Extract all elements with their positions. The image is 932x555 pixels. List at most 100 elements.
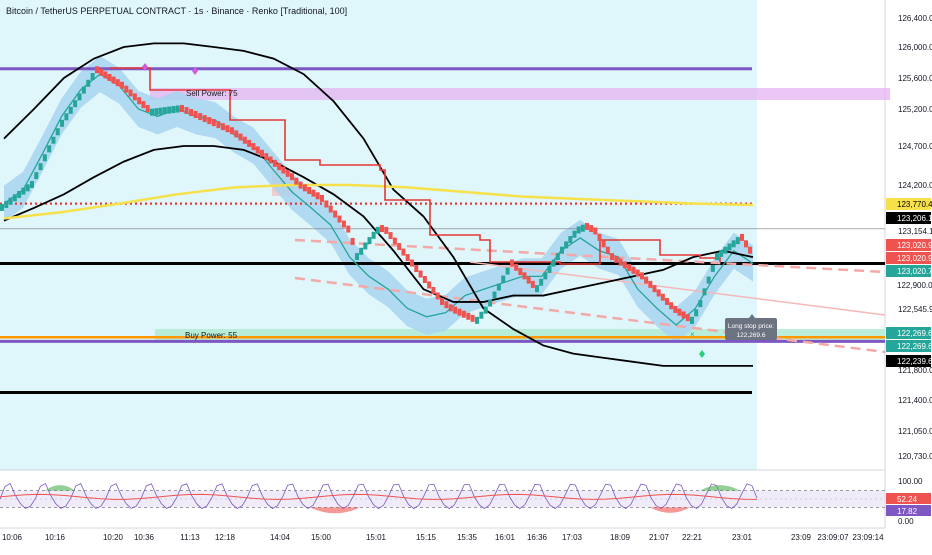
price-badge-bg-4 (886, 265, 931, 277)
trend-channel-upper (294, 238, 886, 274)
renko-brick-36 (154, 108, 159, 116)
osc-label-0: 100.00 (898, 477, 923, 486)
renko-brick-132 (568, 236, 573, 244)
renko-brick-22 (95, 66, 99, 74)
renko-brick-164 (702, 288, 707, 296)
renko-brick-9 (38, 163, 43, 171)
renko-brick-40 (171, 106, 176, 114)
renko-brick-149 (640, 272, 644, 280)
renko-brick-89 (384, 226, 389, 234)
x-tick-label-15: 21:07 (649, 533, 670, 542)
y-tick-label-1: 126,000.0 (898, 43, 932, 52)
osc-label-2: 17.82 (897, 507, 918, 516)
y-tick-label-11: 120,730.0 (898, 452, 932, 461)
renko-brick-150 (644, 276, 649, 284)
long-stop-value: 122,269.6 (737, 332, 766, 339)
renko-brick-173 (740, 233, 744, 241)
trend-channel-lower (294, 276, 886, 354)
renko-brick-52 (225, 125, 230, 133)
renko-brick-144 (618, 258, 623, 266)
renko-brick-37 (158, 107, 163, 115)
chart-title: Bitcoin / TetherUS PERPETUAL CONTRACT · … (6, 6, 348, 16)
sell-power-zone (150, 88, 890, 100)
renko-brick-32 (137, 97, 142, 105)
renko-brick-43 (184, 107, 189, 115)
renko-brick-31 (132, 93, 137, 101)
renko-brick-124 (535, 285, 539, 293)
renko-brick-125 (539, 278, 544, 286)
price-badge-bg-5 (886, 279, 931, 291)
renko-brick-126 (543, 272, 548, 280)
renko-brick-50 (216, 121, 221, 129)
y-tick-label-0: 126,400.0 (898, 14, 932, 23)
x-tick-label-20: 23:09:14 (852, 533, 884, 542)
renko-brick-59 (255, 146, 260, 154)
renko-brick-135 (580, 224, 585, 232)
sell-power-label: Sell Power: 75 (186, 89, 238, 98)
renko-brick-0 (0, 203, 4, 211)
renko-brick-67 (290, 173, 294, 181)
x-tick-label-3: 10:36 (134, 533, 155, 542)
renko-brick-123 (530, 280, 535, 288)
renko-brick-80 (346, 225, 351, 233)
renko-brick-113 (488, 299, 493, 307)
renko-brick-148 (635, 269, 640, 277)
renko-brick-116 (501, 275, 506, 283)
renko-brick-7 (30, 181, 34, 188)
renko-brick-17 (73, 100, 78, 108)
x-tick-label-5: 12:18 (215, 533, 236, 542)
renko-brick-68 (294, 177, 299, 185)
renko-brick-130 (560, 246, 564, 254)
osc-overbought-fill-2 (700, 485, 740, 491)
renko-brick-82 (355, 253, 359, 261)
renko-brick-85 (367, 237, 372, 245)
renko-brick-78 (337, 215, 342, 223)
renko-brick-48 (207, 117, 212, 125)
renko-brick-72 (311, 189, 316, 197)
y-tick-label-9: 121,400.0 (898, 396, 932, 405)
renko-brick-112 (483, 306, 488, 314)
renko-brick-38 (162, 107, 167, 115)
renko-brick-83 (359, 247, 364, 255)
renko-brick-117 (505, 267, 510, 275)
renko-brick-136 (585, 222, 589, 230)
renko-brick-63 (272, 159, 277, 167)
renko-brick-171 (731, 240, 736, 248)
renko-brick-156 (669, 302, 674, 310)
renko-brick-26 (111, 76, 116, 84)
y-tick-label-8: 121,800.0 (898, 366, 932, 375)
renko-brick-129 (555, 253, 560, 261)
renko-brick-147 (631, 266, 636, 274)
renko-brick-145 (622, 261, 627, 269)
renko-brick-39 (167, 106, 172, 114)
y-tick-label-4: 124,700.0 (898, 142, 932, 151)
price-badge-bg-3 (886, 252, 931, 264)
x-tick-label-19: 23:09:07 (817, 533, 849, 542)
renko-brick-137 (589, 225, 594, 233)
renko-brick-11 (47, 145, 52, 153)
renko-brick-109 (470, 314, 475, 322)
renko-brick-23 (99, 68, 104, 76)
diamond-marker-3 (699, 350, 705, 358)
renko-brick-91 (392, 237, 397, 245)
renko-brick-96 (414, 265, 419, 273)
renko-brick-29 (124, 85, 129, 93)
renko-brick-75 (324, 200, 329, 208)
long-stop-tooltip (725, 318, 777, 340)
volatility-band (4, 56, 753, 343)
renko-brick-24 (103, 71, 108, 79)
x-tick-label-12: 16:36 (527, 533, 548, 542)
renko-brick-127 (547, 265, 552, 273)
x-tick-label-17: 23:01 (732, 533, 753, 542)
renko-brick-51 (220, 123, 225, 131)
renko-brick-8 (34, 172, 39, 180)
renko-brick-25 (107, 74, 112, 81)
long-stop-title: Long stop price: (728, 323, 774, 330)
renko-brick-61 (264, 153, 269, 161)
x-tick-label-6: 14:04 (270, 533, 291, 542)
osc-oversold-fill-2 (650, 507, 690, 513)
renko-brick-54 (234, 130, 239, 138)
renko-brick-74 (320, 194, 324, 202)
